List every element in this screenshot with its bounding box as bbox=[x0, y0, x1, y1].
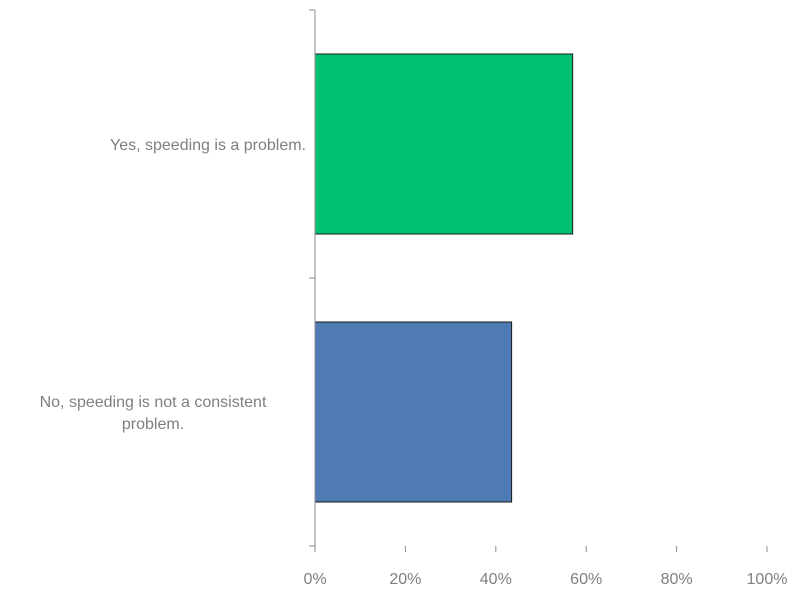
category-label-1-line-0: No, speeding is not a consistent bbox=[40, 394, 267, 411]
x-tick-label-2: 40% bbox=[480, 571, 512, 588]
x-tick-label-1: 20% bbox=[389, 571, 421, 588]
category-label-1: No, speeding is not a consistent problem. bbox=[40, 394, 267, 433]
x-tick-label-3: 60% bbox=[570, 571, 602, 588]
bar-1 bbox=[314, 321, 513, 503]
x-tick-label-5: 100% bbox=[747, 571, 788, 588]
x-tick-label-0: 0% bbox=[303, 571, 326, 588]
x-tick-label-4: 80% bbox=[661, 571, 693, 588]
category-label-1-line-1: problem. bbox=[122, 416, 184, 433]
category-label-0: Yes, speeding is a problem. bbox=[110, 137, 306, 154]
bar-0 bbox=[314, 53, 574, 235]
